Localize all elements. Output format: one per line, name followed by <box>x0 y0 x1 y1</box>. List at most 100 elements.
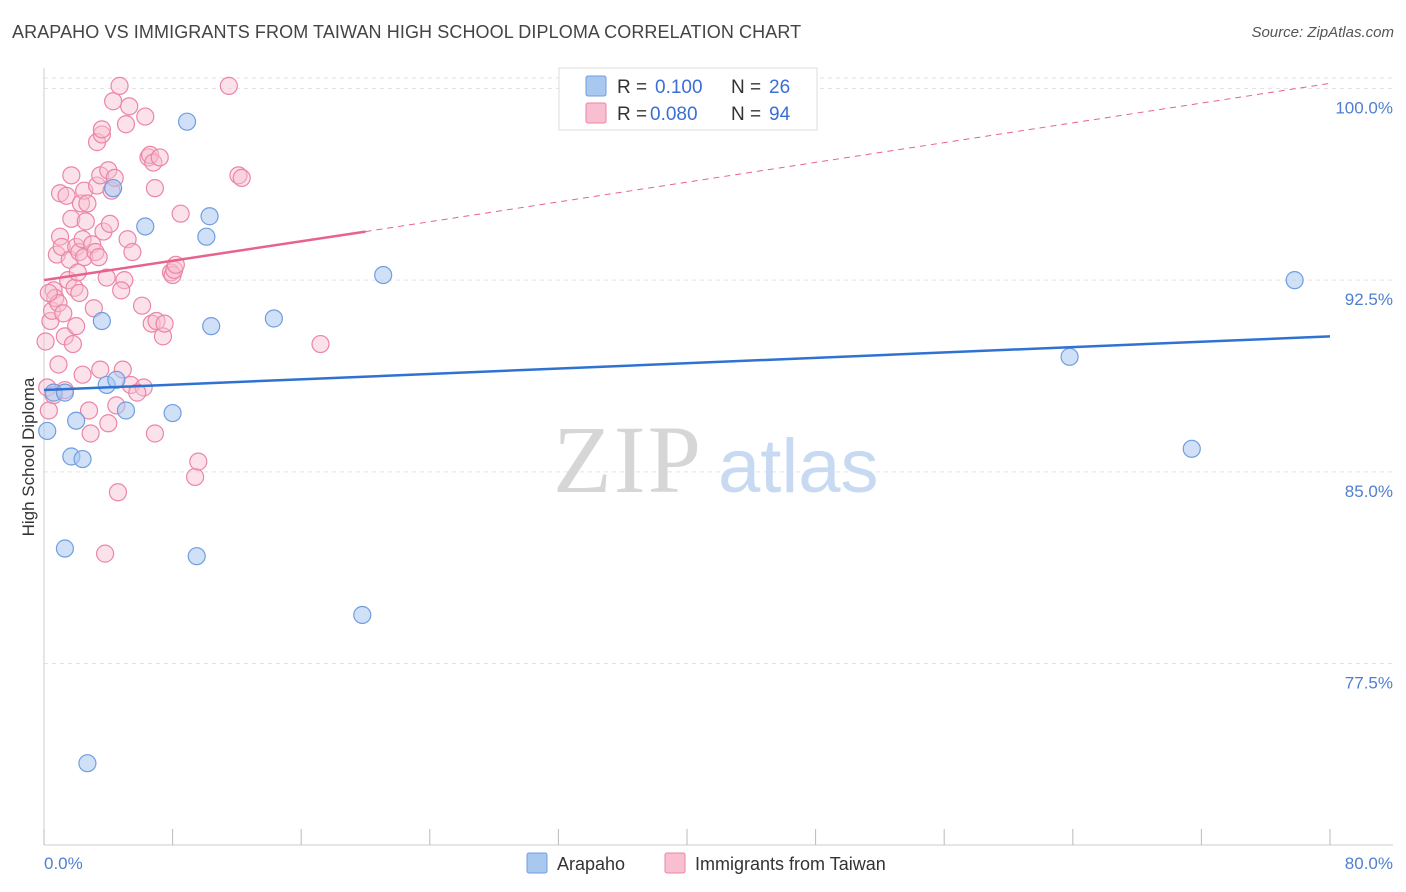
y-axis-label: High School Diploma <box>19 377 38 536</box>
point-arapaho <box>1060 347 1079 366</box>
point-arapaho <box>55 383 74 402</box>
point-taiwan <box>311 334 330 354</box>
point-taiwan <box>39 283 58 303</box>
y-tick-label: 100.0% <box>1335 98 1393 117</box>
y-tick-labels: 77.5% 85.0% 92.5% 100.0% <box>1335 98 1393 692</box>
y-tick-label: 77.5% <box>1345 674 1393 693</box>
point-taiwan <box>219 76 238 95</box>
y-tick-label: 85.0% <box>1345 482 1393 501</box>
point-taiwan <box>89 248 108 267</box>
x-tick-label: 0.0% <box>44 854 83 873</box>
trend-line-arapaho <box>43 335 1331 392</box>
point-taiwan <box>57 186 76 205</box>
point-taiwan <box>112 281 131 300</box>
source-label: Source: ZipAtlas.com <box>1251 24 1394 41</box>
point-arapaho <box>38 421 57 441</box>
watermark: ZIP atlas <box>553 406 879 513</box>
point-taiwan <box>95 544 115 563</box>
point-arapaho <box>92 311 111 331</box>
point-taiwan <box>186 467 205 487</box>
point-taiwan <box>150 148 169 167</box>
point-taiwan <box>92 120 111 139</box>
point-taiwan <box>91 360 110 379</box>
point-arapaho <box>107 370 126 389</box>
trend-line-taiwan-extension <box>365 82 1331 233</box>
point-taiwan <box>120 97 139 116</box>
point-taiwan <box>92 125 111 144</box>
point-taiwan <box>100 214 120 234</box>
point-taiwan <box>81 424 100 443</box>
series-taiwan-points <box>36 76 330 563</box>
point-taiwan <box>232 168 251 188</box>
point-taiwan <box>99 414 118 433</box>
point-taiwan <box>54 304 73 323</box>
legend-swatch-arapaho <box>585 75 607 97</box>
y-tick-label: 92.5% <box>1345 290 1393 309</box>
bottom-legend-label-arapaho: Arapaho <box>557 854 625 874</box>
point-arapaho <box>67 411 86 430</box>
point-arapaho <box>78 754 97 773</box>
point-taiwan <box>68 263 87 282</box>
legend-r-label-1: R = <box>617 77 647 98</box>
point-taiwan <box>145 424 165 443</box>
point-arapaho <box>116 401 136 420</box>
trend-lines <box>43 82 1331 392</box>
point-taiwan <box>65 278 84 297</box>
point-taiwan <box>78 194 97 213</box>
point-taiwan <box>49 355 68 374</box>
point-taiwan <box>110 76 129 95</box>
point-arapaho <box>136 217 155 236</box>
point-taiwan <box>128 383 147 402</box>
point-taiwan <box>52 237 71 257</box>
point-taiwan <box>136 107 155 126</box>
point-taiwan <box>145 179 165 198</box>
x-tick-labels: 0.0% 80.0% <box>44 854 1393 873</box>
point-arapaho <box>55 539 74 558</box>
point-taiwan <box>116 115 136 134</box>
point-taiwan <box>62 166 81 185</box>
x-tick-label: 80.0% <box>1345 854 1393 873</box>
point-arapaho <box>353 605 372 625</box>
point-arapaho <box>104 179 123 198</box>
point-arapaho <box>197 227 216 246</box>
point-taiwan <box>115 271 134 290</box>
legend-n-value-2: 94 <box>769 104 791 125</box>
chart-title: ARAPAHO VS IMMIGRANTS FROM TAIWAN HIGH S… <box>12 22 802 42</box>
axes <box>43 68 1393 846</box>
point-taiwan <box>62 209 81 228</box>
bottom-legend-label-taiwan: Immigrants from Taiwan <box>695 854 886 874</box>
legend-box: R = 0.100 N = 26 R = 0.080 N = 94 <box>558 67 818 131</box>
grid-lines <box>44 77 1393 665</box>
point-taiwan <box>108 483 128 502</box>
point-taiwan <box>189 452 208 471</box>
point-taiwan <box>86 242 105 262</box>
point-taiwan <box>84 299 103 318</box>
point-taiwan <box>79 401 99 420</box>
bottom-legend-swatch-taiwan <box>664 852 686 874</box>
point-taiwan <box>76 212 95 231</box>
point-arapaho <box>187 547 206 566</box>
point-taiwan <box>229 166 248 185</box>
point-arapaho <box>177 112 197 131</box>
legend-r-label-2: R = <box>617 104 647 125</box>
legend-n-label-1: N = <box>731 77 761 98</box>
legend-n-label-2: N = <box>731 104 761 125</box>
point-taiwan <box>73 365 92 384</box>
point-arapaho <box>73 449 92 469</box>
trend-line-taiwan <box>43 230 366 282</box>
point-arapaho <box>202 317 221 336</box>
point-taiwan <box>67 317 86 336</box>
point-taiwan <box>36 332 55 351</box>
point-taiwan <box>104 92 123 111</box>
point-taiwan <box>132 296 152 315</box>
point-arapaho <box>1285 271 1304 290</box>
point-arapaho <box>200 207 219 226</box>
legend-r-value-2: 0.080 <box>650 104 698 125</box>
point-taiwan <box>171 204 190 223</box>
watermark-zip: ZIP <box>553 406 703 513</box>
watermark-atlas: atlas <box>718 424 879 509</box>
legend-r-value-1: 0.100 <box>655 77 703 98</box>
point-arapaho <box>374 265 393 285</box>
point-taiwan <box>39 401 58 420</box>
